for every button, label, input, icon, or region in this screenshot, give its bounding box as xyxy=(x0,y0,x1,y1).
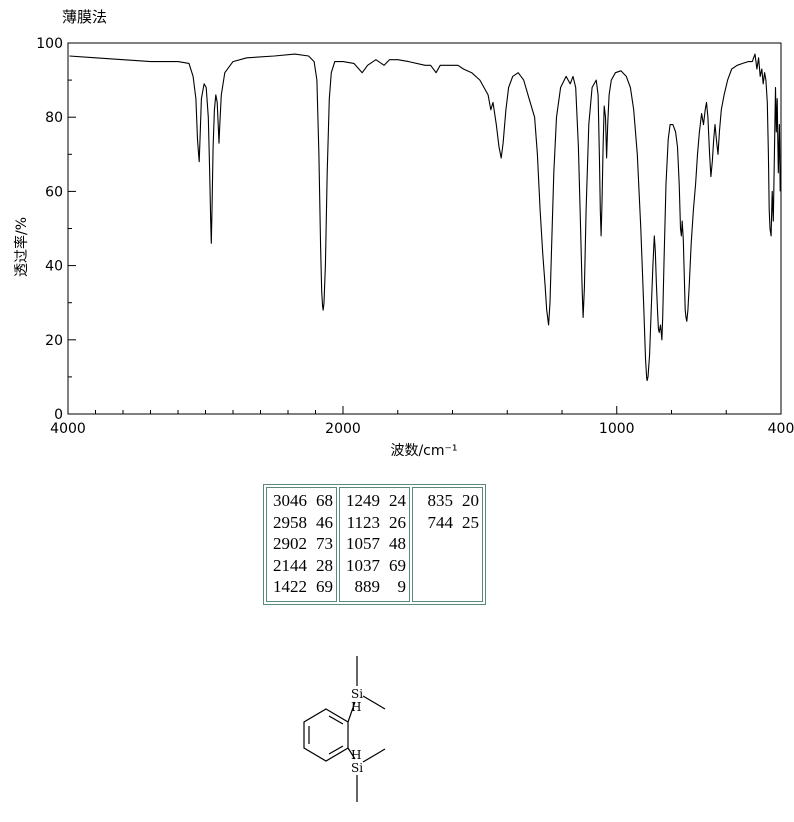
peak-table-row: 1249 24 xyxy=(343,490,406,512)
peak-table-row: 1123 26 xyxy=(343,512,406,534)
benzene-ring xyxy=(303,708,349,762)
spectrum-line xyxy=(69,53,781,382)
peak-wavenumber: 835 xyxy=(427,491,454,510)
peak-wavenumber xyxy=(416,576,453,598)
peak-table: 3046 68 2958 46 2902 73 2144 28 1422 69 1249 24 1123… xyxy=(263,484,486,605)
y-tick-label: 0 xyxy=(54,407,63,423)
y-tick-label: 100 xyxy=(36,36,63,52)
x-tick-label: 400 xyxy=(768,421,794,437)
peak-table-column: 1249 24 1123 26 1057 48 1037 69 889 9 xyxy=(339,487,410,602)
peak-table-row: 889 9 xyxy=(343,576,407,598)
peak-wavenumber: 2958 xyxy=(273,512,307,532)
peak-transmittance: 69 xyxy=(389,555,406,575)
peak-wavenumber: 1037 xyxy=(346,555,380,575)
x-tick-label: 4000 xyxy=(50,421,86,437)
peak-table-row: 1422 69 xyxy=(270,576,333,598)
x-axis-ticks: 4000 2000 1000 400 xyxy=(50,406,794,437)
plot-frame xyxy=(67,42,782,415)
y-tick-label: 60 xyxy=(45,184,63,200)
x-tick-label: 2000 xyxy=(325,421,361,437)
peak-table-row xyxy=(416,555,479,577)
ir-spectrum-chart: 4000 2000 1000 400 0 20 40 60 80 100 波数/cm⁻¹ 透过率… xyxy=(13,36,794,459)
peak-wavenumber: 2902 xyxy=(273,534,307,553)
y-tick-label: 80 xyxy=(45,110,63,126)
peak-wavenumber: 1249 xyxy=(346,491,380,510)
peak-table-row xyxy=(416,533,479,555)
peak-wavenumber: 2144 xyxy=(273,555,307,575)
peak-transmittance: 68 xyxy=(316,491,333,510)
peak-transmittance: 20 xyxy=(462,491,479,510)
method-label: 薄膜法 xyxy=(62,8,108,26)
peak-wavenumber: 1057 xyxy=(346,534,380,553)
peak-transmittance: 25 xyxy=(462,512,479,532)
atom-si-top: Si xyxy=(351,687,363,701)
peak-table-row: 1057 48 xyxy=(343,533,406,555)
peak-wavenumber xyxy=(416,555,453,577)
peak-table-column: 835 20 744 25 xyxy=(412,487,483,602)
peak-table-row: 2144 28 xyxy=(270,555,333,577)
peak-table-row: 3046 68 xyxy=(270,490,333,512)
peak-transmittance: 46 xyxy=(316,512,333,532)
peak-table-row: 2958 46 xyxy=(270,512,333,534)
peak-table-row: 835 20 xyxy=(416,490,480,512)
peak-wavenumber: 1123 xyxy=(346,512,380,532)
peak-wavenumber: 3046 xyxy=(273,491,307,510)
peak-transmittance: 26 xyxy=(389,512,406,532)
x-axis-label: 波数/cm⁻¹ xyxy=(390,443,457,459)
y-axis-label: 透过率/% xyxy=(13,217,30,277)
atom-h-top: H xyxy=(351,700,361,714)
peak-table-row: 744 25 xyxy=(416,512,480,534)
y-axis-ticks: 0 20 40 60 80 100 xyxy=(36,36,76,423)
peak-table-column: 3046 68 2958 46 2902 73 2144 28 1422 69 xyxy=(266,487,337,602)
y-tick-label: 40 xyxy=(45,259,63,275)
silyl-bonds xyxy=(347,656,386,802)
peak-wavenumber: 1422 xyxy=(273,577,307,596)
peak-transmittance: 28 xyxy=(316,555,333,575)
peak-wavenumber: 744 xyxy=(427,512,454,532)
y-tick-label: 20 xyxy=(45,333,63,349)
peak-transmittance: 24 xyxy=(389,491,406,510)
atom-si-bottom: Si xyxy=(351,761,363,775)
atom-h-bottom: H xyxy=(351,748,361,762)
peak-transmittance: 69 xyxy=(316,577,333,596)
peak-transmittance: 9 xyxy=(397,577,407,596)
peak-table-row: 2902 73 xyxy=(270,533,333,555)
peak-table-row xyxy=(416,576,479,598)
peak-transmittance: 73 xyxy=(316,534,333,553)
peak-transmittance: 48 xyxy=(389,534,406,553)
peak-table-row: 1037 69 xyxy=(343,555,406,577)
x-tick-label: 1000 xyxy=(599,421,635,437)
molecule-structure: Si H H Si xyxy=(303,656,386,802)
peak-wavenumber xyxy=(416,533,453,555)
peak-wavenumber: 889 xyxy=(354,577,381,596)
